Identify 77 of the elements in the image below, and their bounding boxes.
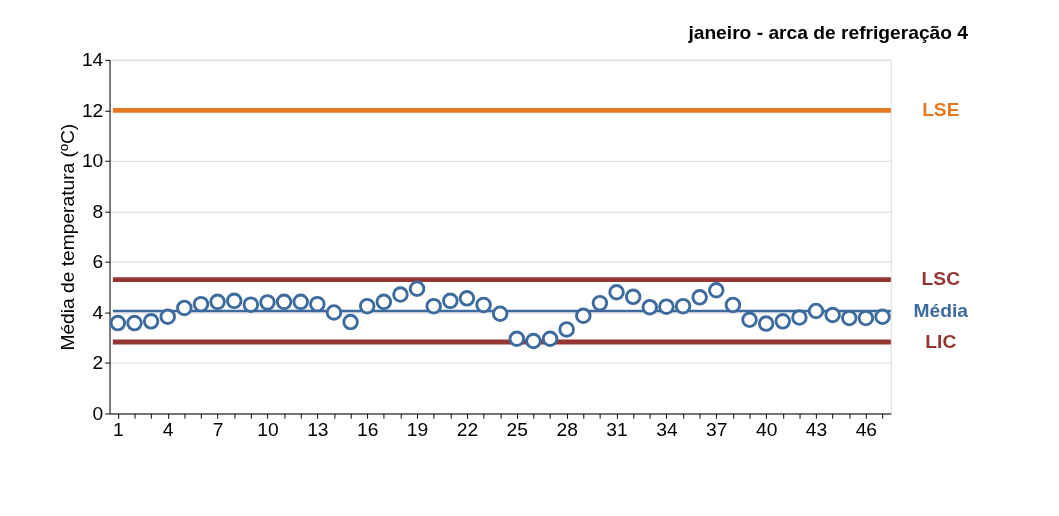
point [342,313,359,331]
y-tick-label: 10 [81,150,104,172]
point [458,290,476,307]
x-tick-label: 34 [656,419,678,441]
x-tick-label: 37 [706,419,728,441]
x-tick-label: 43 [805,419,828,441]
ref-line-label: LIC [925,330,957,352]
point [608,284,625,301]
point [225,292,243,310]
point [658,298,675,315]
y-tick-label: 12 [81,99,104,121]
point [624,288,642,306]
x-tick-label: 31 [606,419,628,441]
x-tick-label: 16 [357,419,379,441]
point [791,309,808,326]
x-tick-label: 1 [113,419,124,441]
point [857,309,875,327]
y-tick-label: 2 [92,352,104,374]
point [541,330,559,347]
x-tick-label: 4 [162,419,174,441]
x-tick-label: 7 [212,419,224,441]
ref-line-label: LSE [922,99,960,121]
x-tick-label: 13 [307,419,329,441]
y-tick-label: 4 [92,301,104,323]
point [309,295,326,313]
point [242,296,260,313]
point [757,315,775,332]
y-tick-label: 6 [92,251,104,273]
point [824,306,841,324]
point [741,311,758,329]
x-tick-label: 25 [506,419,528,441]
point [691,289,708,306]
y-tick-label: 8 [92,200,104,222]
x-tick-label: 40 [755,419,778,441]
point [724,296,742,314]
point [159,308,176,325]
point [126,314,143,332]
y-axis-title: Média de temperatura (ºC) [57,123,79,351]
point [425,297,442,315]
point [176,299,193,317]
point [209,293,226,311]
point [192,295,210,313]
point [358,297,376,315]
y-tick-label: 14 [81,49,104,71]
point [475,296,492,314]
point [292,293,309,311]
point [591,294,609,312]
point [275,293,293,311]
ref-line-label: Média [913,299,969,321]
x-tick-label: 19 [406,419,429,441]
point [558,321,575,338]
point [259,294,276,311]
ref-line-label: LSC [921,268,961,290]
point [575,307,592,324]
x-tick-label: 10 [257,419,279,441]
point [408,280,426,297]
point [442,292,459,310]
point [841,309,858,327]
x-tick-label: 46 [855,419,878,441]
point [674,297,692,315]
point [508,330,526,347]
point [142,313,160,330]
point [641,298,659,316]
x-tick-label: 28 [556,419,578,441]
point [774,313,792,330]
x-tick-label: 22 [456,419,479,441]
point [491,305,509,322]
point [525,332,542,350]
chart-title: janeiro - arca de refrigeração 4 [687,21,969,43]
point [807,302,825,320]
point [109,314,127,332]
point [325,304,343,321]
y-tick-label: 0 [92,402,104,424]
point [874,308,891,325]
point [375,293,393,311]
point [392,286,409,303]
point [708,282,725,299]
